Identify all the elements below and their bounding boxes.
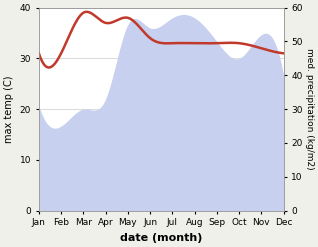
X-axis label: date (month): date (month) (120, 233, 203, 243)
Y-axis label: med. precipitation (kg/m2): med. precipitation (kg/m2) (305, 48, 314, 170)
Y-axis label: max temp (C): max temp (C) (4, 75, 14, 143)
